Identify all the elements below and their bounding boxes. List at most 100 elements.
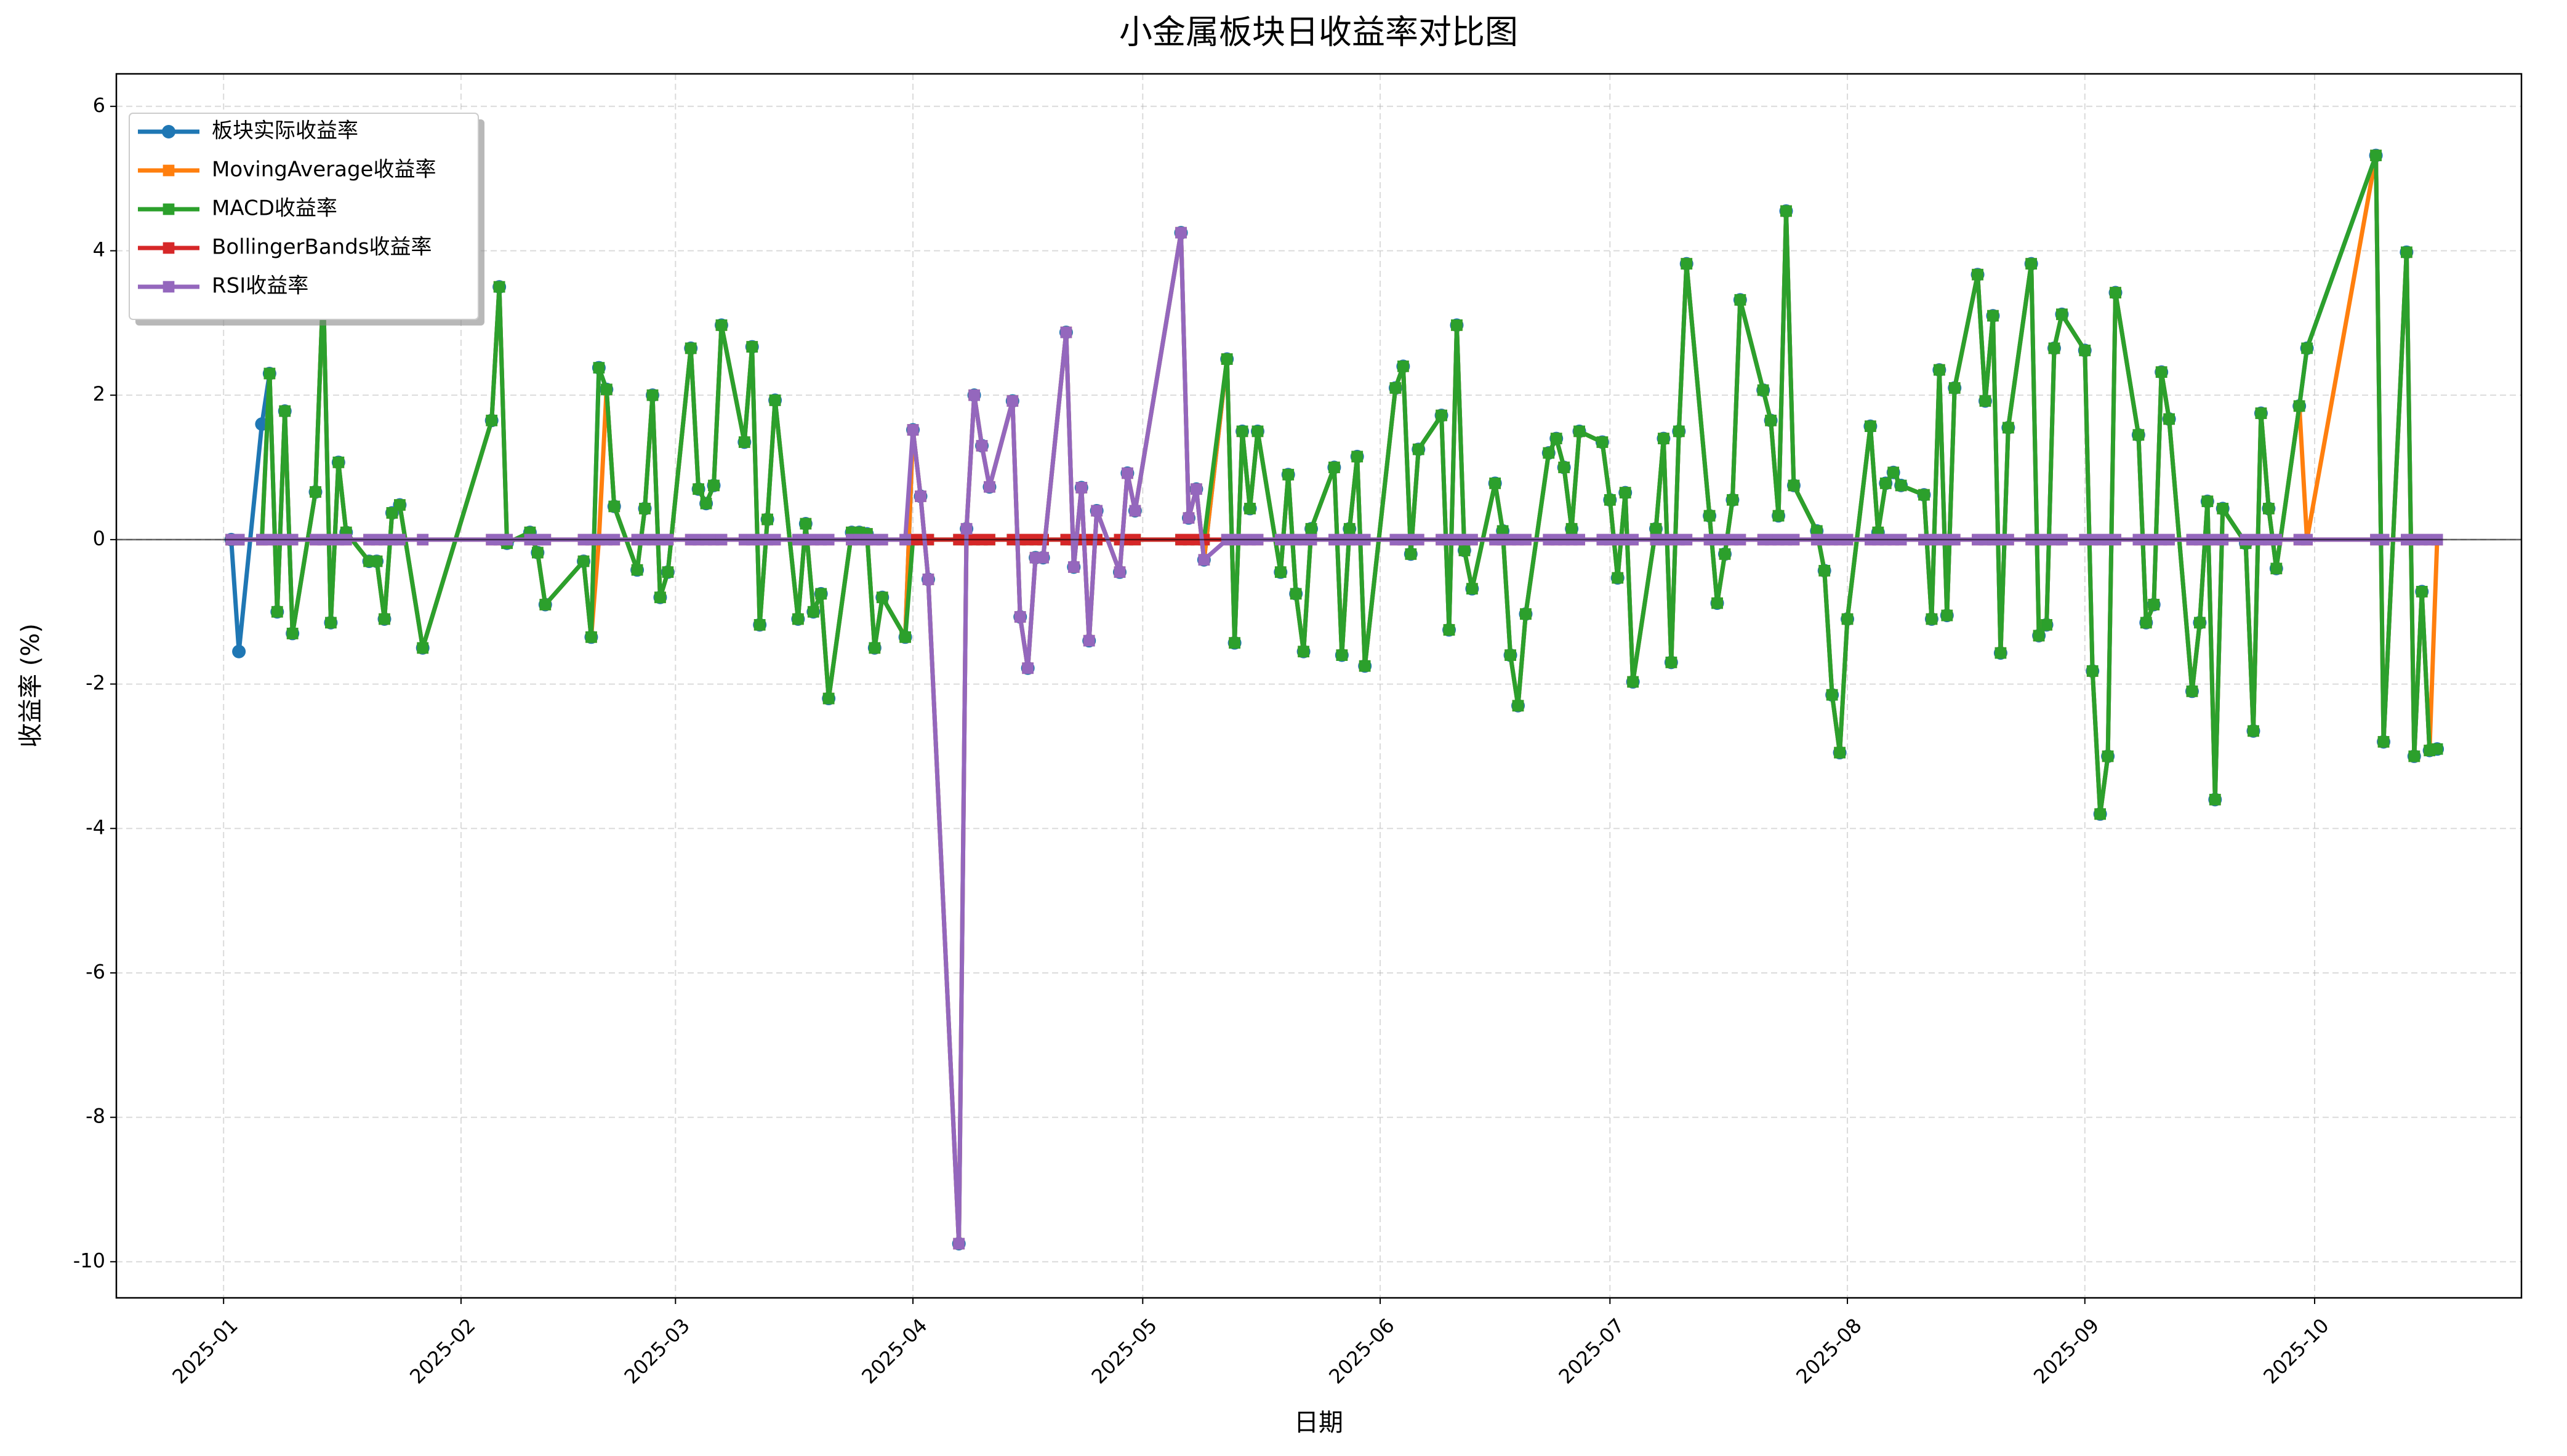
data-point <box>1550 433 1562 444</box>
data-point <box>685 342 697 354</box>
data-point <box>1841 613 1854 625</box>
plot-frame <box>115 73 2523 1299</box>
data-point <box>1443 624 1455 636</box>
data-point <box>1405 548 1417 560</box>
data-point <box>1236 425 1248 438</box>
data-point <box>693 483 704 495</box>
data-point <box>1703 510 1716 522</box>
data-point <box>379 613 390 625</box>
data-point <box>608 500 621 513</box>
data-point <box>417 642 429 654</box>
data-point <box>1067 561 1080 573</box>
data-point <box>631 564 643 576</box>
data-point <box>761 513 773 526</box>
data-point <box>1596 436 1609 448</box>
data-point <box>2163 413 2175 425</box>
data-point <box>960 522 973 535</box>
data-point <box>332 456 345 468</box>
data-point <box>271 606 283 618</box>
data-point <box>232 644 246 658</box>
data-point <box>1244 503 1256 514</box>
data-point <box>2194 617 2206 629</box>
data-point <box>1995 647 2007 659</box>
data-point <box>2201 495 2214 508</box>
data-point <box>738 436 750 448</box>
data-point <box>1466 583 1478 595</box>
data-point <box>2401 246 2412 258</box>
data-point <box>1282 468 1295 481</box>
data-point <box>2209 793 2221 806</box>
y-tick-label: 0 <box>93 527 105 550</box>
y-axis-label: 收益率 (%) <box>17 623 45 748</box>
data-point <box>2416 586 2428 598</box>
data-point <box>1496 525 1509 537</box>
y-tick-label: -6 <box>86 960 105 983</box>
y-tick-label: 6 <box>93 94 105 117</box>
data-point <box>1014 611 1026 623</box>
data-point <box>815 588 827 600</box>
data-point <box>984 481 995 493</box>
data-point <box>1336 649 1348 661</box>
data-point <box>1022 662 1034 674</box>
legend-marker <box>163 242 175 254</box>
data-point <box>1934 364 1945 376</box>
data-point <box>1037 551 1049 564</box>
data-point <box>2148 599 2160 610</box>
data-point <box>486 414 498 426</box>
data-point <box>1826 689 1838 701</box>
data-point <box>310 486 321 498</box>
data-point <box>1780 205 1792 217</box>
data-point <box>1458 545 1471 556</box>
data-point <box>1879 477 1892 489</box>
y-tick-label: -4 <box>86 815 105 839</box>
data-point <box>2140 617 2152 629</box>
data-point <box>263 367 276 380</box>
data-point <box>1198 554 1210 566</box>
chart-title: 小金属板块日收益率对比图 <box>1119 13 1518 52</box>
data-point <box>876 591 888 604</box>
legend-label: MACD收益率 <box>212 196 337 221</box>
data-point <box>792 613 804 625</box>
data-point <box>1941 609 1953 622</box>
data-point <box>715 319 728 331</box>
grid <box>116 74 2521 1298</box>
legend-marker <box>163 281 175 293</box>
data-point <box>1328 462 1340 473</box>
data-point <box>1191 483 1202 495</box>
data-point <box>2056 308 2068 321</box>
data-point <box>639 503 651 514</box>
data-point <box>2079 345 2091 356</box>
y-tick-label: 2 <box>93 382 105 406</box>
data-point <box>1565 522 1578 535</box>
data-point <box>1650 522 1662 535</box>
legend-marker <box>163 164 175 177</box>
data-point <box>1389 382 1402 394</box>
legend-marker <box>162 125 175 138</box>
data-point <box>822 692 835 705</box>
legend-label: MovingAverage收益率 <box>212 158 436 182</box>
data-point <box>1972 268 1983 281</box>
data-point <box>1757 384 1769 396</box>
plot-area <box>116 148 2521 1250</box>
legend: 板块实际收益率 MovingAverage收益率 MACD收益率 BollingerB… <box>129 113 484 326</box>
data-point <box>1926 613 1938 625</box>
data-point <box>1114 566 1126 578</box>
data-point <box>1734 294 1746 306</box>
data-point <box>1573 425 1585 438</box>
data-point <box>2408 750 2420 762</box>
data-point <box>1122 467 1133 479</box>
data-point <box>1948 382 1961 394</box>
data-point <box>2033 630 2045 642</box>
data-point <box>1504 649 1516 661</box>
data-point <box>539 599 552 610</box>
data-point <box>1865 420 1876 432</box>
y-tick-label: 4 <box>93 238 105 261</box>
x-axis-label: 日期 <box>1294 1409 1343 1437</box>
data-point <box>968 389 980 401</box>
data-point <box>1129 505 1141 517</box>
data-point <box>593 362 605 374</box>
data-point <box>1619 487 1631 498</box>
data-point <box>746 341 758 353</box>
data-point <box>325 617 337 629</box>
data-point <box>1451 319 1463 331</box>
